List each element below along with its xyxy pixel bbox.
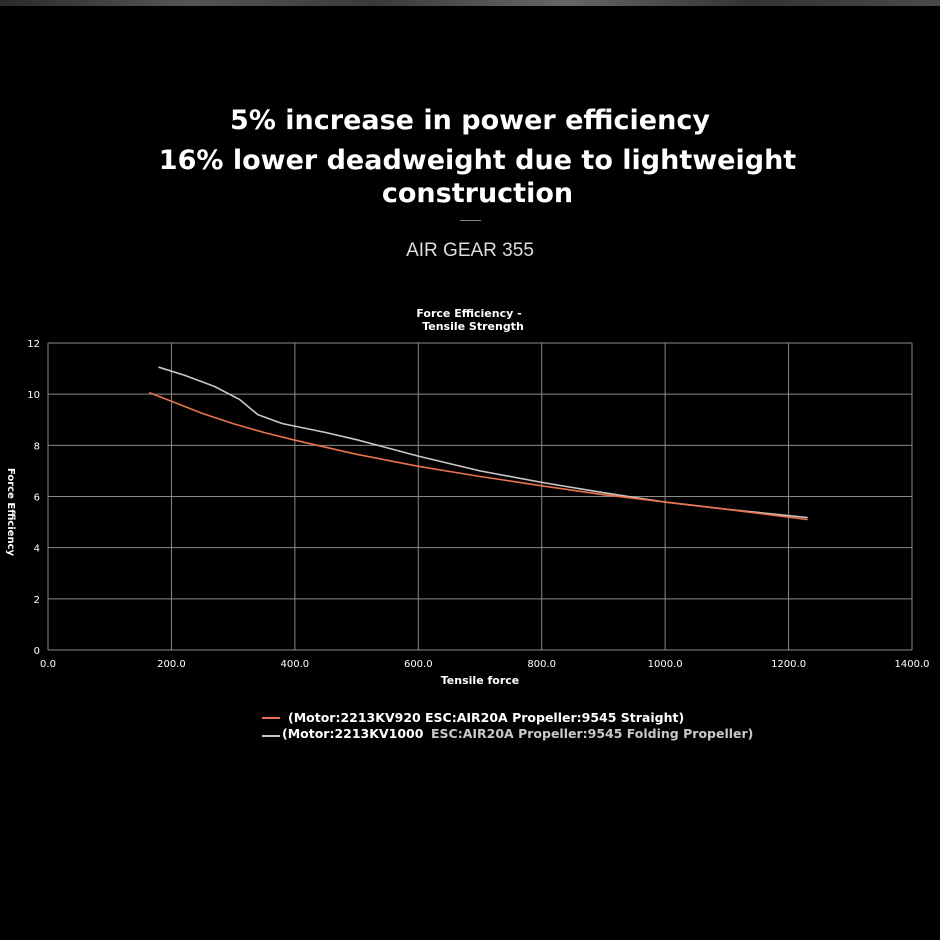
x-tick-label: 1400.0 bbox=[895, 659, 930, 670]
title-divider bbox=[460, 220, 481, 221]
y-tick-label: 2 bbox=[34, 595, 40, 606]
y-tick-label: 10 bbox=[27, 390, 40, 401]
y-tick-label: 6 bbox=[34, 493, 40, 504]
x-tick-label: 400.0 bbox=[281, 659, 310, 670]
chart-ticks: 0.0 200.0 400.0 600.0 800.0 1000.0 1200.0 1400.… bbox=[27, 339, 929, 670]
series-line-kv920 bbox=[149, 392, 808, 521]
y-tick-label: 8 bbox=[34, 441, 40, 452]
chart-grid bbox=[47, 342, 913, 651]
chart-title-line-1: Force Efficiency - bbox=[416, 307, 521, 320]
x-tick-label: 200.0 bbox=[157, 659, 186, 670]
x-axis-label: Tensile force bbox=[441, 674, 519, 687]
y-tick-label: 12 bbox=[27, 339, 40, 350]
y-axis-label: Force Efficiency bbox=[5, 468, 16, 557]
y-tick-label: 0 bbox=[34, 646, 40, 657]
legend-swatch-orange bbox=[262, 717, 280, 719]
series-line-kv1000 bbox=[158, 366, 808, 519]
headline-deadweight: 16% lower deadweight due to lightweight … bbox=[158, 145, 797, 209]
chart-title-line-2: Tensile Strength bbox=[422, 320, 524, 333]
chart-series bbox=[149, 366, 808, 521]
legend-kv920-name: (Motor:2213KV920 bbox=[288, 710, 421, 725]
legend-swatch-gray bbox=[262, 735, 280, 737]
legend-kv1000-desc: ESC:AIR20A Propeller:9545 Folding Propel… bbox=[431, 726, 754, 741]
x-tick-label: 1200.0 bbox=[771, 659, 806, 670]
x-tick-label: 0.0 bbox=[40, 659, 56, 670]
x-tick-label: 800.0 bbox=[527, 659, 556, 670]
product-name: AIR GEAR 355 bbox=[406, 240, 534, 261]
x-tick-label: 600.0 bbox=[404, 659, 433, 670]
legend-kv1000-name: (Motor:2213KV1000 bbox=[282, 726, 424, 741]
headline-efficiency: 5% increase in power efficiency bbox=[230, 105, 710, 136]
legend-kv920-desc: ESC:AIR20A Propeller:9545 Straight) bbox=[425, 710, 685, 725]
x-tick-label: 1000.0 bbox=[648, 659, 683, 670]
y-tick-label: 4 bbox=[34, 544, 40, 555]
top-image-strip bbox=[0, 0, 940, 6]
